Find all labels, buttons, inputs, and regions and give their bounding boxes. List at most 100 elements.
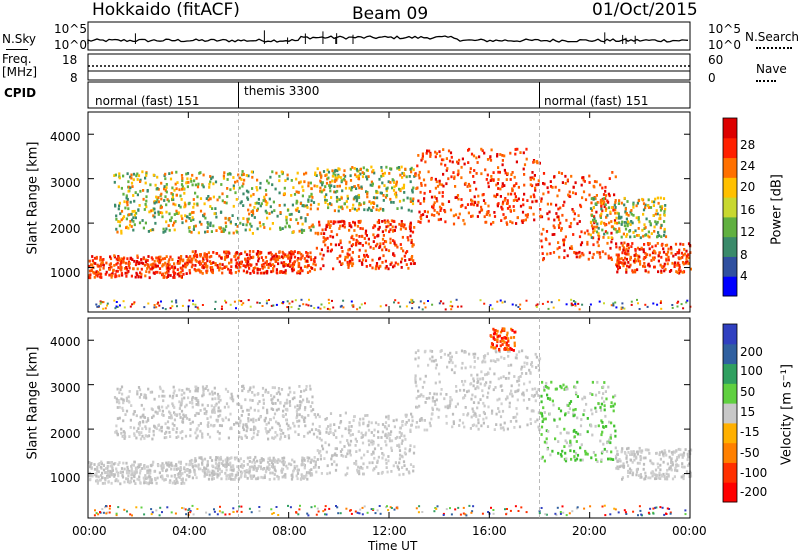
data-cell (456, 305, 459, 308)
data-cell (687, 450, 690, 453)
data-cell (146, 189, 149, 192)
data-cell (675, 449, 678, 452)
data-cell (327, 443, 331, 447)
data-cell (616, 264, 619, 268)
data-cell (168, 463, 171, 467)
data-cell (644, 256, 647, 260)
data-cell (239, 475, 243, 479)
data-cell (604, 223, 607, 227)
data-cell (537, 364, 540, 367)
data-cell (267, 263, 270, 266)
data-cell (115, 227, 118, 231)
data-cell (324, 228, 327, 231)
data-cell (551, 233, 554, 236)
data-cell (551, 449, 554, 453)
data-cell (662, 250, 666, 254)
data-cell (180, 270, 183, 274)
data-cell (395, 184, 398, 187)
data-cell (434, 177, 437, 181)
data-cell (257, 464, 260, 468)
data-cell (549, 398, 552, 401)
data-cell (445, 169, 448, 172)
data-cell (151, 266, 154, 270)
data-cell (352, 238, 355, 241)
data-cell (146, 259, 149, 262)
data-cell (329, 180, 332, 184)
freq-unit-label: [MHz] (2, 65, 38, 79)
data-cell (554, 437, 557, 441)
data-cell (145, 205, 148, 209)
data-cell (271, 263, 274, 266)
data-cell (485, 213, 488, 216)
data-cell (146, 469, 149, 473)
data-cell (552, 224, 555, 228)
power-colorbar-tick: 24 (740, 159, 756, 173)
data-cell (150, 464, 153, 468)
data-cell (107, 469, 110, 473)
data-cell (288, 265, 291, 268)
data-cell (358, 202, 361, 205)
data-cell (414, 378, 417, 382)
data-cell (357, 241, 361, 245)
data-cell (532, 395, 535, 398)
data-cell (144, 477, 147, 480)
data-cell (609, 246, 612, 250)
data-cell (526, 356, 529, 360)
data-cell (177, 260, 180, 263)
data-cell (275, 392, 278, 395)
data-cell (255, 186, 258, 189)
data-cell (448, 404, 451, 407)
data-cell (351, 166, 354, 169)
data-cell (541, 420, 544, 423)
data-cell (531, 184, 534, 188)
data-cell (302, 398, 305, 402)
data-cell (515, 419, 518, 423)
data-cell (142, 226, 145, 230)
data-cell (118, 258, 121, 262)
data-cell (166, 198, 169, 201)
data-cell (626, 264, 629, 268)
data-cell (684, 261, 687, 265)
data-cell (371, 184, 374, 187)
data-cell (428, 421, 431, 425)
data-cell (247, 190, 250, 194)
data-cell (158, 304, 161, 307)
data-cell (533, 195, 536, 199)
data-cell (422, 213, 425, 216)
data-cell (636, 298, 638, 301)
data-cell (153, 200, 156, 203)
data-cell (340, 453, 343, 457)
data-cell (464, 366, 467, 370)
data-cell (566, 387, 569, 391)
data-cell (308, 298, 310, 301)
data-cell (266, 201, 269, 205)
data-cell (306, 397, 309, 401)
data-cell (554, 185, 557, 189)
data-cell (348, 451, 351, 455)
data-cell (389, 228, 392, 232)
data-cell (633, 451, 636, 455)
data-cell (483, 404, 486, 408)
data-cell (578, 308, 581, 311)
data-cell (255, 201, 258, 205)
data-cell (622, 232, 625, 236)
data-cell (251, 210, 254, 213)
data-cell (300, 463, 303, 466)
data-cell (137, 174, 141, 178)
data-cell (297, 265, 300, 269)
data-cell (660, 473, 663, 477)
data-cell (344, 427, 347, 431)
data-cell (135, 470, 138, 474)
data-cell (298, 251, 301, 255)
data-cell (320, 248, 323, 252)
data-cell (332, 222, 335, 225)
data-cell (121, 475, 125, 479)
data-cell (209, 221, 212, 225)
data-cell (370, 453, 373, 456)
data-cell (218, 461, 221, 465)
data-cell (412, 259, 415, 262)
data-cell (123, 433, 126, 436)
data-cell (201, 461, 204, 465)
data-cell (326, 168, 329, 172)
data-cell (671, 304, 674, 306)
